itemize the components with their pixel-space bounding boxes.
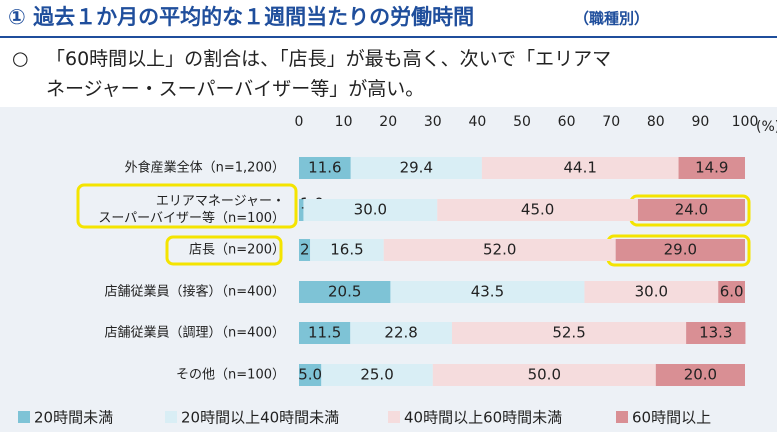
bar-segment [584,281,719,303]
bar-segment [615,239,745,261]
value-label: 11.5 [308,324,341,342]
bar-segment [655,364,745,386]
x-tick-label: 0 [295,114,304,130]
bar-segment [321,364,433,386]
x-tick-label: 70 [602,114,620,130]
category-label: 外食産業全体（n=1,200） [124,160,285,176]
bar-segment [310,239,384,261]
bullet: ○ [12,48,29,70]
x-tick-label: 40 [468,114,486,130]
value-label: 20.5 [328,283,361,301]
x-tick-label: 20 [379,114,397,130]
highlight [76,183,298,229]
bar-segment [350,322,452,344]
title: ① 過去１か月の平均的な１週間当たりの労働時間 [8,5,474,29]
x-tick-label: 60 [558,114,576,130]
bar-segment [303,199,438,221]
value-label: 25.0 [360,366,393,384]
bar-segment [451,322,687,344]
value-label: 43.5 [471,283,504,301]
legend-label: 60時間以上 [632,409,711,427]
x-tick-label: 50 [513,114,531,130]
value-label: 6.0 [720,283,744,301]
legend-swatch [616,411,628,423]
value-label: 13.3 [699,324,732,342]
value-label: 20.0 [684,366,717,384]
value-label: 24.0 [675,201,708,219]
bar-segment [678,157,745,179]
value-label: 29.4 [400,159,433,177]
legend-label: 20時間以上40時間未満 [181,409,339,427]
category-label: 店舗従業員（接客）（n=400） [104,284,285,300]
legend-label: 20時間未満 [34,409,113,427]
bar-segment [437,199,638,221]
x-tick-label: 80 [647,114,665,130]
value-label: 45.0 [521,201,554,219]
value-label: 50.0 [528,366,561,384]
legend-swatch [388,411,400,423]
value-label: 11.6 [308,159,341,177]
x-tick-label: 10 [335,114,353,130]
bar-segment [637,199,745,221]
value-label: 22.8 [384,324,417,342]
bar-segment [299,281,391,303]
bar-segment [299,322,351,344]
bar-segment [686,322,746,344]
value-label: 14.9 [695,159,728,177]
legend-label: 40時間以上60時間未満 [404,409,562,427]
x-tick-label: 90 [691,114,709,130]
category-label: 店舗従業員（調理）（n=400） [104,325,285,341]
legend-swatch [165,411,177,423]
bar-segment [350,157,482,179]
value-label: 44.1 [563,159,596,177]
x-tick-label: 100 [732,114,759,130]
bar-segment [299,199,304,221]
bar-segment [718,281,745,303]
bar-segment [481,157,679,179]
value-label: 30.0 [354,201,387,219]
bar-segment [390,281,585,303]
subtitle: 「60時間以上」の割合は、「店長」が最も高く、次いで「エリアマ ネージャー・スー… [46,48,612,100]
category-label: その他（n=100） [176,367,285,383]
bar-segment [299,157,351,179]
value-label: 5.0 [298,366,322,384]
value-label: 29.0 [664,241,697,259]
category-label: エリアマネージャー・ スーパーバイザー等（n=100） [98,194,285,226]
value-label: 52.5 [552,324,585,342]
category-label: 店長（n=200） [189,242,285,258]
title-note: （職種別） [574,10,649,28]
x-tick-label: 30 [424,114,442,130]
bar-segment [299,239,311,261]
x-axis-label: (%) [756,119,777,135]
value-label: 52.0 [483,241,516,259]
value-label: 30.0 [635,283,668,301]
bar-segment [432,364,656,386]
highlight [165,235,283,266]
bar-segment [383,239,616,261]
value-label: 16.5 [330,241,363,259]
legend-swatch [18,411,30,423]
bar-segment [299,364,322,386]
